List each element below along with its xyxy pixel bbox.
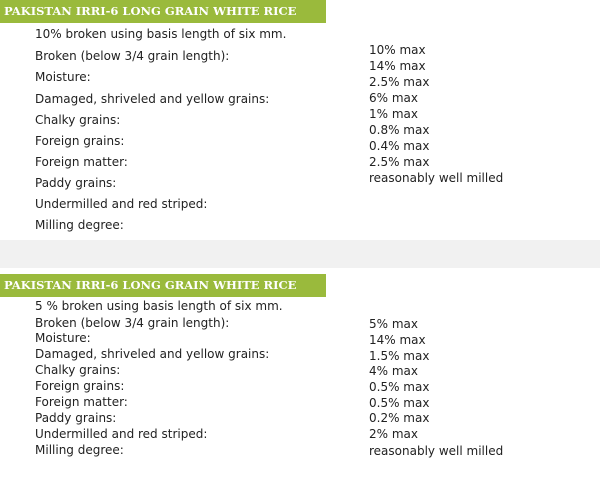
spec-value: 2.5% max <box>369 75 430 89</box>
spec-value: reasonably well milled <box>369 444 504 458</box>
spec-label: Foreign grains: <box>35 134 125 148</box>
spec-value: 10% max <box>369 43 426 57</box>
spec-value: 4% max <box>369 364 418 378</box>
section-2-title: PAKISTAN IRRI-6 LONG GRAIN WHITE RICE <box>0 274 326 297</box>
spec-label: Milling degree: <box>35 443 124 457</box>
spec-value: 6% max <box>369 91 418 105</box>
spec-value: 1.5% max <box>369 349 430 363</box>
section-2-intro: 5 % broken using basis length of six mm. <box>35 299 283 313</box>
section-divider <box>0 240 600 268</box>
spec-label: Foreign matter: <box>35 395 128 409</box>
spec-value: 5% max <box>369 317 418 331</box>
spec-label: Undermilled and red striped: <box>35 197 208 211</box>
spec-label: Milling degree: <box>35 218 124 232</box>
spec-label: Damaged, shriveled and yellow grains: <box>35 347 270 361</box>
spec-label: Moisture: <box>35 331 91 345</box>
spec-label: Undermilled and red striped: <box>35 427 208 441</box>
spec-value: 0.2% max <box>369 411 430 425</box>
spec-label: Foreign matter: <box>35 155 128 169</box>
section-1-intro: 10% broken using basis length of six mm. <box>35 27 287 41</box>
spec-label: Paddy grains: <box>35 176 117 190</box>
spec-value: reasonably well milled <box>369 171 504 185</box>
spec-value: 1% max <box>369 107 418 121</box>
spec-label: Paddy grains: <box>35 411 117 425</box>
spec-label: Foreign grains: <box>35 379 125 393</box>
spec-value: 14% max <box>369 333 426 347</box>
section-1-title: PAKISTAN IRRI-6 LONG GRAIN WHITE RICE <box>0 0 326 23</box>
spec-label: Broken (below 3/4 grain length): <box>35 316 230 330</box>
spec-value: 0.5% max <box>369 380 430 394</box>
spec-label: Broken (below 3/4 grain length): <box>35 49 230 63</box>
spec-value: 0.8% max <box>369 123 430 137</box>
spec-value: 0.5% max <box>369 396 430 410</box>
spec-value: 0.4% max <box>369 139 430 153</box>
spec-value: 2.5% max <box>369 155 430 169</box>
spec-label: Chalky grains: <box>35 113 121 127</box>
spec-value: 14% max <box>369 59 426 73</box>
spec-label: Moisture: <box>35 70 91 84</box>
spec-label: Chalky grains: <box>35 363 121 377</box>
spec-label: Damaged, shriveled and yellow grains: <box>35 92 270 106</box>
spec-value: 2% max <box>369 427 418 441</box>
